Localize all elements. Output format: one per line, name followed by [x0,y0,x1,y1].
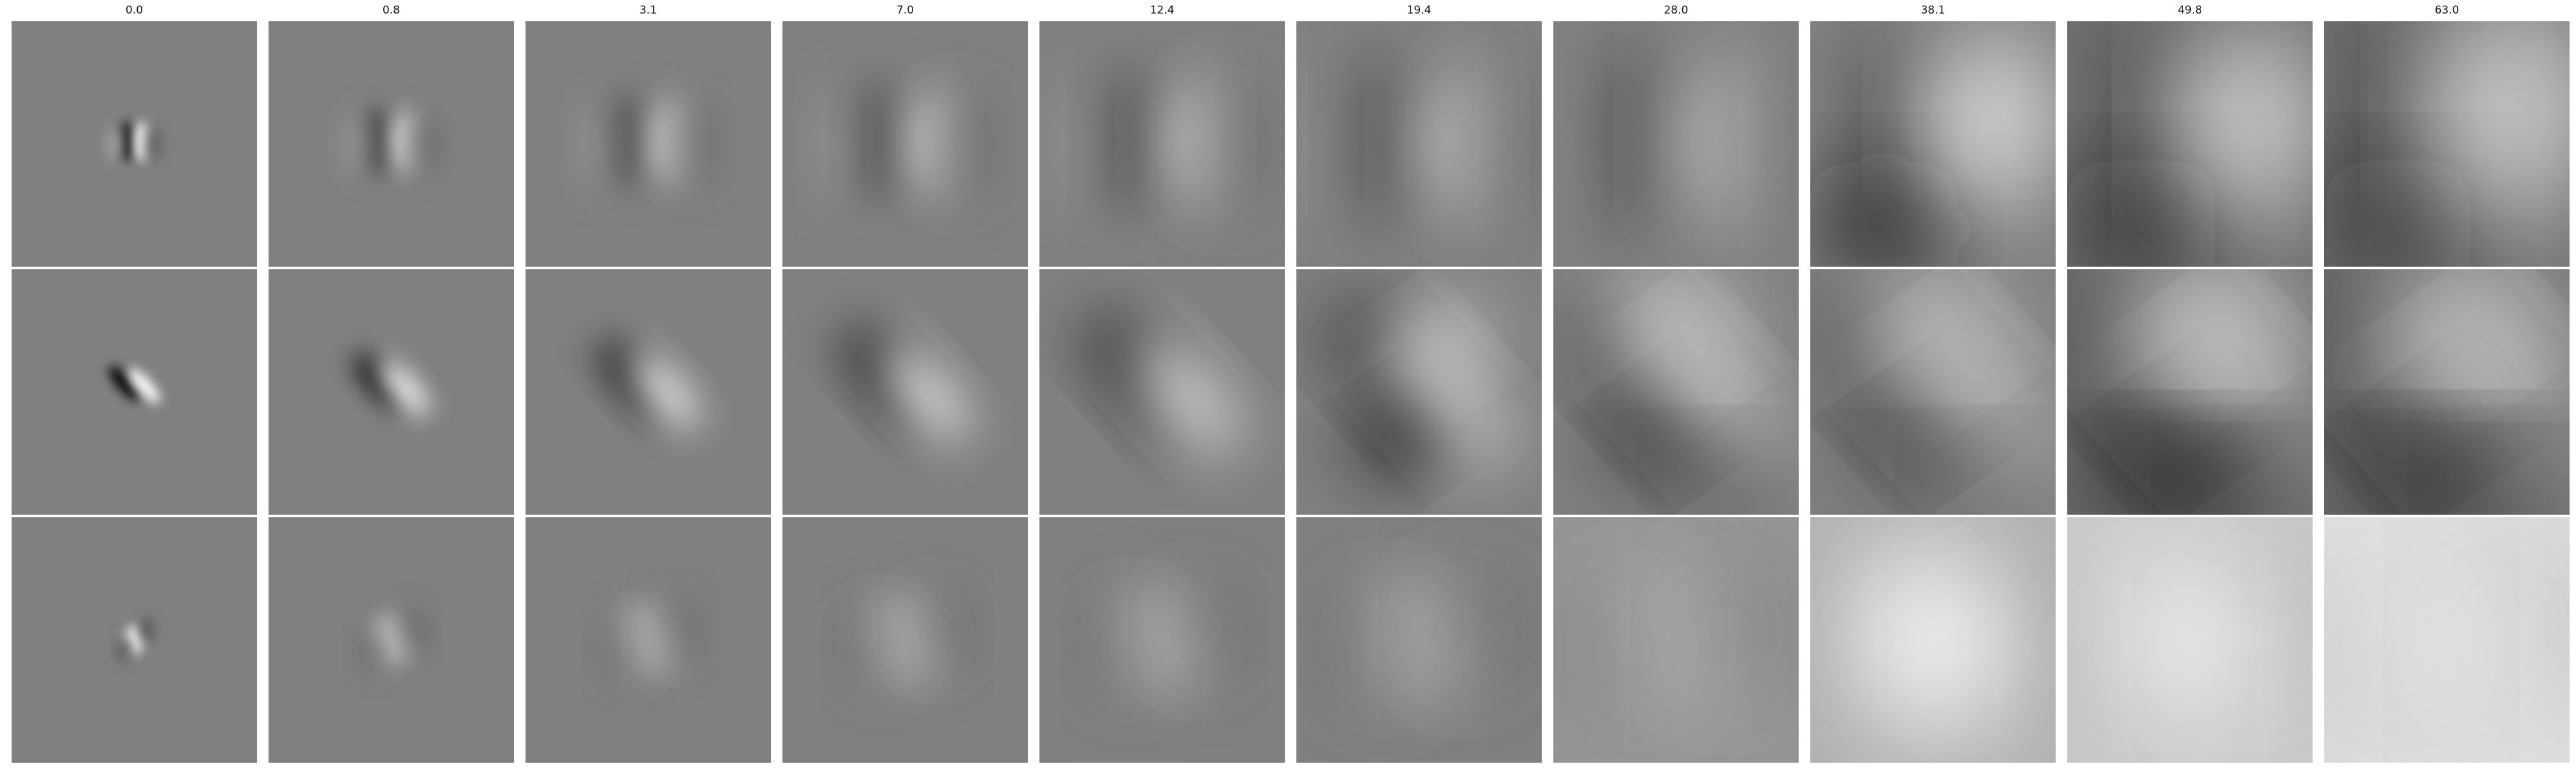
image-panel [2324,21,2570,267]
image-panel [269,21,514,267]
image-panel [782,21,1028,267]
image-panel [269,517,514,763]
image-panel [782,517,1028,763]
grayscale-image [269,269,514,515]
image-panel [12,21,257,267]
grayscale-image [2324,517,2570,763]
image-panel [1296,21,1542,267]
image-panel [1553,269,1799,515]
grayscale-image [1039,517,1285,763]
column-title: 0.0 [125,4,144,17]
grayscale-image [526,269,771,515]
column-title: 7.0 [896,4,914,17]
column-title: 19.4 [1406,4,1432,17]
grayscale-image [12,269,257,515]
image-panel [526,517,771,763]
image-panel [1810,269,2056,515]
grayscale-image [2324,269,2570,515]
image-panel [269,269,514,515]
image-panel [1296,517,1542,763]
image-panel [1810,517,2056,763]
grayscale-image [782,21,1028,267]
grayscale-image [1296,21,1542,267]
image-panel [2067,21,2313,267]
grayscale-image [782,517,1028,763]
image-panel [2324,269,2570,515]
grayscale-image [1810,517,2056,763]
column-title: 28.0 [1663,4,1689,17]
grayscale-image [1039,269,1285,515]
column-title: 3.1 [639,4,658,17]
grayscale-image [12,517,257,763]
image-panel [12,517,257,763]
grayscale-image [2067,21,2313,267]
image-panel [1810,21,2056,267]
grayscale-image [1039,21,1285,267]
grayscale-image [2067,269,2313,515]
image-panel [526,21,771,267]
column-title: 12.4 [1150,4,1175,17]
image-panel [1039,21,1285,267]
grayscale-image [782,269,1028,515]
image-panel [1296,269,1542,515]
image-panel [1553,517,1799,763]
grayscale-image [1553,21,1799,267]
column-title: 49.8 [2177,4,2202,17]
grayscale-image [1296,269,1542,515]
image-panel [12,269,257,515]
column-title: 38.1 [1920,4,1946,17]
grayscale-image [2067,517,2313,763]
grayscale-image [526,21,771,267]
image-panel [2067,517,2313,763]
image-panel [2324,517,2570,763]
column-title: 0.8 [382,4,401,17]
grayscale-image [1553,517,1799,763]
image-panel [2067,269,2313,515]
grayscale-image [1553,269,1799,515]
grayscale-image [1810,269,2056,515]
image-panel [1039,269,1285,515]
grayscale-image [526,517,771,763]
grayscale-image [12,21,257,267]
grayscale-image [1810,21,2056,267]
image-panel [1039,517,1285,763]
column-title: 63.0 [2434,4,2459,17]
grayscale-image [269,517,514,763]
image-panel [1553,21,1799,267]
grayscale-image [1296,517,1542,763]
image-panel [526,269,771,515]
grayscale-image [2324,21,2570,267]
grayscale-image [269,21,514,267]
image-panel [782,269,1028,515]
